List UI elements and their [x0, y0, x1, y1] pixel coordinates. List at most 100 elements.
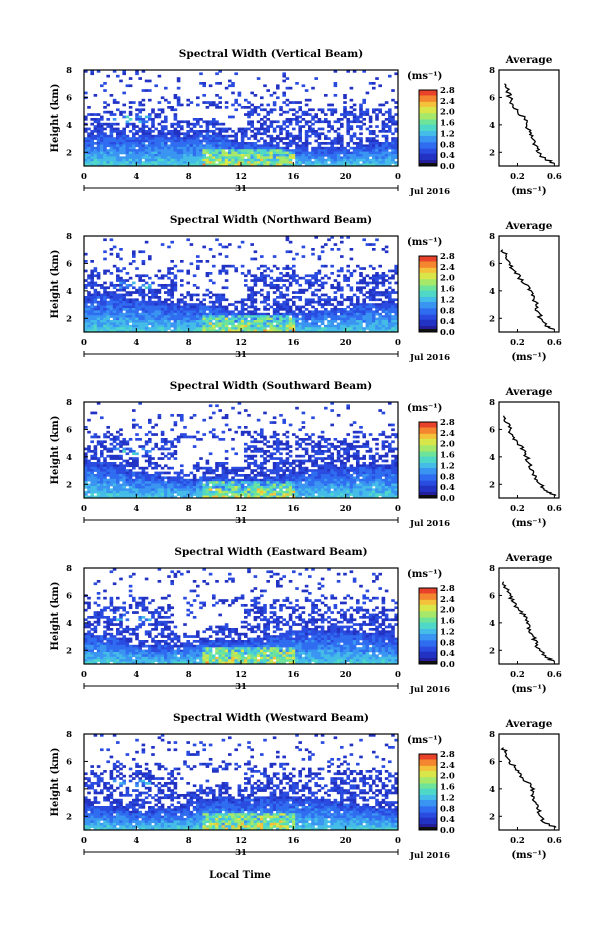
heatmap-cell — [234, 267, 238, 270]
heatmap-cell — [193, 318, 197, 321]
heatmap-cell — [206, 289, 210, 292]
heatmap-cell — [308, 282, 312, 285]
heatmap-cell — [113, 286, 117, 289]
heatmap-cell — [113, 154, 117, 157]
heatmap-cell — [138, 491, 142, 494]
average-y-tick-label: 6 — [489, 93, 495, 103]
heatmap-cell — [318, 161, 322, 164]
heatmap-cell — [158, 457, 162, 460]
heatmap-cell — [106, 481, 110, 484]
heatmap-cell — [273, 161, 277, 164]
heatmap-cell — [190, 161, 194, 164]
heatmap-cell — [260, 469, 264, 472]
heatmap-cell — [177, 125, 181, 128]
heatmap-cell — [90, 144, 94, 147]
heatmap-cell — [132, 308, 136, 311]
heatmap-cell — [87, 431, 91, 434]
heatmap-cell — [177, 322, 181, 325]
heatmap-cell — [122, 116, 126, 119]
heatmap-cell — [129, 149, 133, 152]
heatmap-cell — [158, 325, 162, 328]
heatmap-cell — [97, 306, 101, 309]
heatmap-cell — [174, 445, 178, 448]
heatmap-cell — [308, 120, 312, 123]
heatmap-cell — [279, 443, 283, 446]
heatmap-cell — [87, 142, 91, 145]
heatmap-cell — [270, 161, 274, 164]
heatmap-cell — [314, 152, 318, 155]
heatmap-cell — [276, 137, 280, 140]
heatmap-cell — [369, 282, 373, 285]
heatmap-cell — [289, 320, 293, 323]
heatmap-cell — [225, 272, 229, 275]
heatmap-cell — [110, 481, 114, 484]
heatmap-cell — [148, 464, 152, 467]
heatmap-cell — [334, 296, 338, 299]
heatmap-cell — [276, 308, 280, 311]
heatmap-cell — [282, 421, 286, 424]
heatmap-cell — [282, 493, 286, 496]
heatmap-cell — [260, 484, 264, 487]
heatmap-cell — [100, 296, 104, 299]
heatmap-cell — [244, 431, 248, 434]
heatmap-cell — [90, 152, 94, 155]
heatmap-cell — [340, 137, 344, 140]
heatmap-cell — [282, 327, 286, 330]
heatmap-cell — [282, 274, 286, 277]
heatmap-cell — [110, 493, 114, 496]
heatmap-cell — [302, 113, 306, 116]
heatmap-cell — [196, 479, 200, 482]
heatmap-cell — [212, 255, 216, 258]
heatmap-cell — [103, 493, 107, 496]
heatmap-cell — [222, 481, 226, 484]
heatmap-cell — [302, 246, 306, 249]
heatmap-cell — [170, 279, 174, 282]
heatmap-cell — [151, 491, 155, 494]
heatmap-cell — [129, 472, 133, 475]
heatmap-cell — [132, 144, 136, 147]
heatmap-cell — [263, 320, 267, 323]
heatmap-cell — [276, 315, 280, 318]
heatmap-cell — [106, 301, 110, 304]
heatmap-cell — [276, 443, 280, 446]
heatmap-cell — [199, 322, 203, 325]
heatmap-cell — [266, 111, 270, 114]
heatmap-cell — [321, 303, 325, 306]
heatmap-cell — [199, 132, 203, 135]
heatmap-cell — [161, 147, 165, 150]
heatmap-cell — [100, 116, 104, 119]
heatmap-cell — [282, 94, 286, 97]
heatmap-cell — [369, 140, 373, 143]
heatmap-cell — [225, 87, 229, 90]
heatmap-cell — [302, 327, 306, 330]
heatmap-cell — [122, 486, 126, 489]
heatmap-cell — [90, 322, 94, 325]
heatmap-cell — [305, 149, 309, 152]
heatmap-cell — [90, 320, 94, 323]
heatmap-cell — [222, 147, 226, 150]
heatmap-cell — [321, 318, 325, 321]
heatmap-cell — [388, 116, 392, 119]
heatmap-cell — [142, 481, 146, 484]
heatmap-cell — [337, 147, 341, 150]
heatmap-cell — [110, 479, 114, 482]
heatmap-cell — [103, 436, 107, 439]
heatmap-cell — [362, 279, 366, 282]
heatmap-cell — [212, 486, 216, 489]
heatmap-cell — [177, 325, 181, 328]
heatmap-cell — [154, 462, 158, 465]
day-label: 31 — [235, 184, 247, 194]
heatmap-cell — [97, 327, 101, 330]
heatmap-cell — [94, 315, 98, 318]
heatmap-cell — [286, 493, 290, 496]
heatmap-cell — [254, 476, 258, 479]
heatmap-cell — [340, 147, 344, 150]
heatmap-cell — [244, 298, 248, 301]
heatmap-cell — [273, 303, 277, 306]
heatmap-cell — [177, 159, 181, 162]
heatmap-cell — [286, 152, 290, 155]
heatmap-cell — [314, 130, 318, 133]
heatmap-cell — [318, 325, 322, 328]
heatmap-cell — [193, 315, 197, 318]
heatmap-cell — [170, 308, 174, 311]
